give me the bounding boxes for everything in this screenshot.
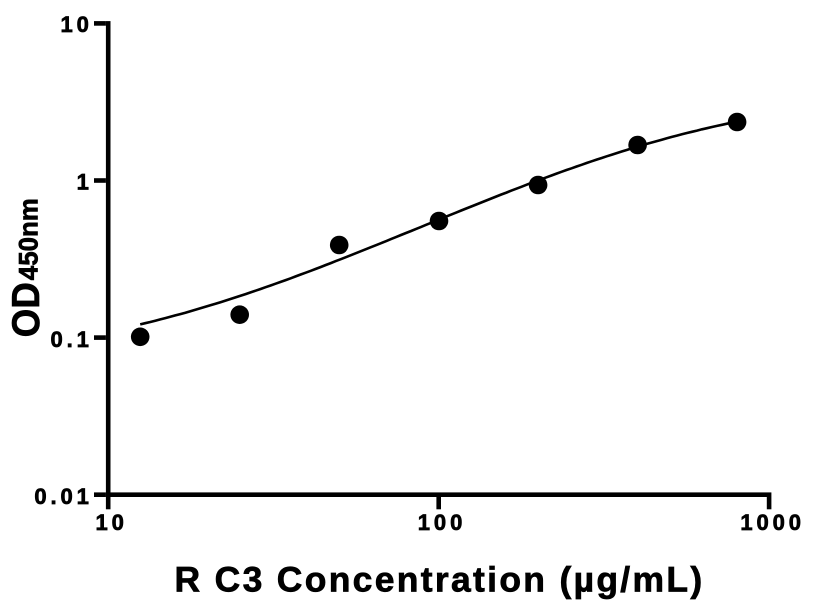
svg-text:10: 10 [61, 12, 93, 37]
svg-text:1000: 1000 [740, 510, 805, 535]
svg-text:450nm: 450nm [14, 198, 44, 280]
svg-text:0.01: 0.01 [34, 484, 92, 509]
svg-text:OD: OD [5, 282, 48, 337]
svg-text:R C3 Concentration (µg/mL): R C3 Concentration (µg/mL) [175, 560, 705, 600]
svg-text:10: 10 [96, 510, 128, 535]
svg-text:1: 1 [77, 170, 93, 195]
svg-text:0.1: 0.1 [51, 327, 93, 352]
svg-text:100: 100 [418, 510, 466, 535]
